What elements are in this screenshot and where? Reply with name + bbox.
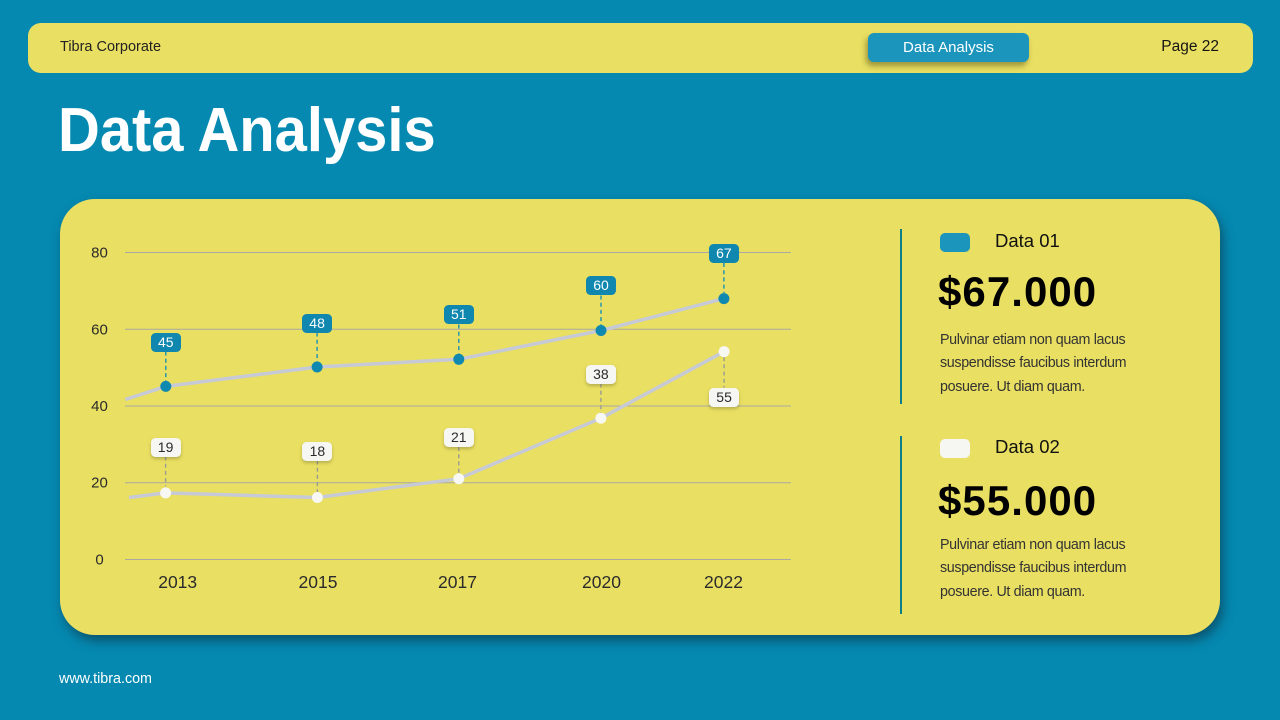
svg-text:20: 20 [91, 475, 108, 492]
svg-text:2013: 2013 [158, 572, 197, 592]
svg-text:2015: 2015 [299, 572, 338, 592]
svg-text:80: 80 [91, 245, 108, 262]
svg-text:2022: 2022 [704, 572, 743, 592]
svg-text:0: 0 [95, 552, 103, 569]
svg-text:60: 60 [91, 321, 108, 338]
svg-text:2017: 2017 [438, 572, 477, 592]
svg-text:2020: 2020 [582, 572, 621, 592]
svg-text:40: 40 [91, 398, 108, 415]
